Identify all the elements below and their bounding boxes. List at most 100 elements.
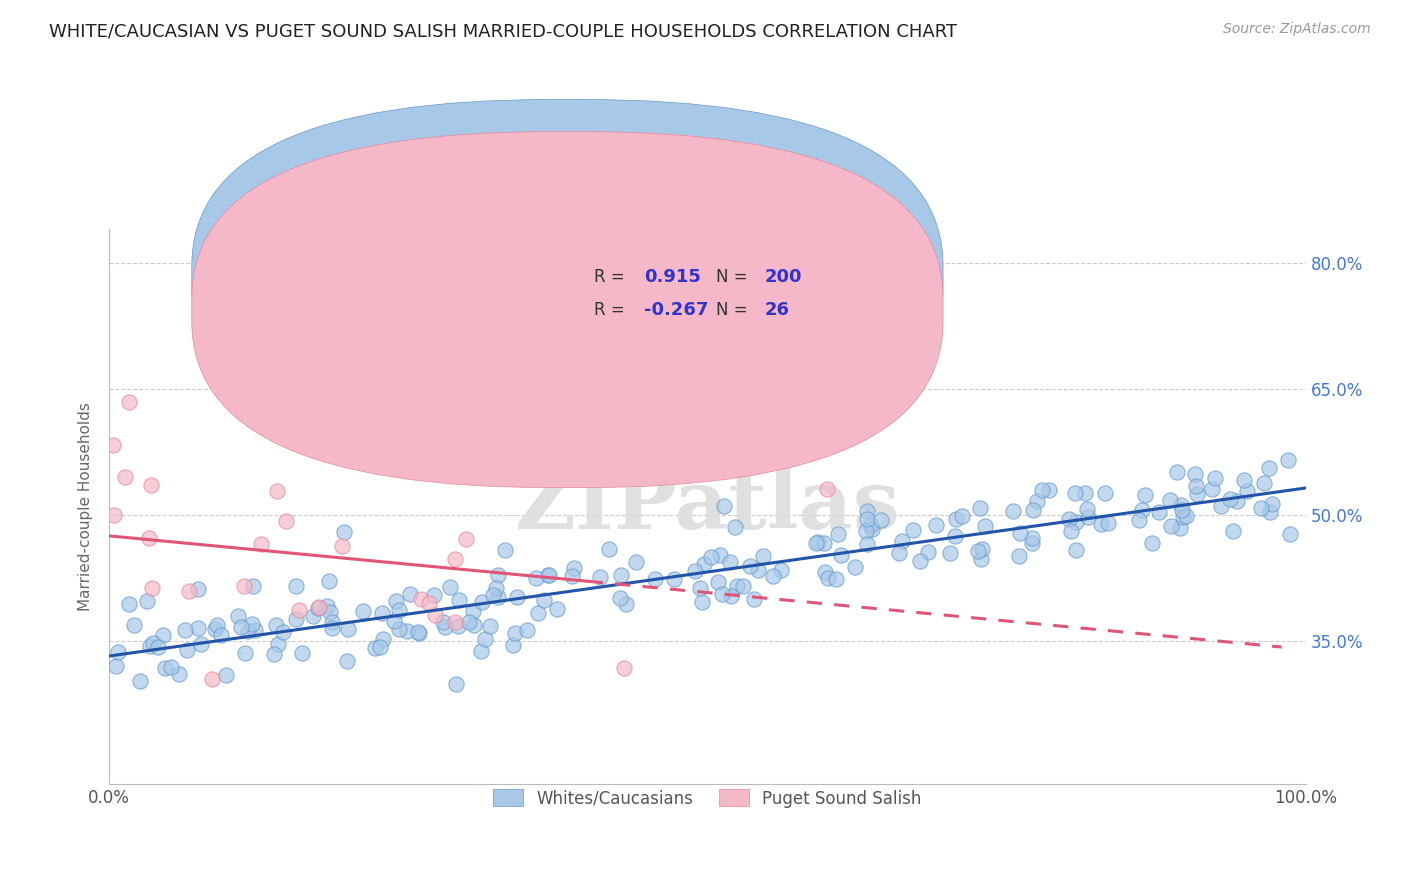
- Point: [1090, 517, 1112, 532]
- Point: [315, 599, 337, 614]
- Point: [267, 637, 290, 651]
- Point: [844, 559, 866, 574]
- Point: [516, 624, 538, 638]
- Point: [533, 592, 555, 607]
- Point: [1064, 542, 1087, 557]
- Point: [201, 673, 224, 687]
- Point: [233, 646, 256, 660]
- Point: [1159, 492, 1181, 507]
- Point: [318, 574, 340, 588]
- Point: [263, 647, 285, 661]
- Point: [598, 541, 620, 556]
- Point: [122, 618, 145, 632]
- Point: [274, 514, 297, 528]
- Point: [454, 532, 477, 546]
- Point: [1057, 512, 1080, 526]
- Point: [744, 592, 766, 607]
- Point: [1253, 475, 1275, 490]
- Point: [458, 615, 481, 629]
- Point: [470, 644, 492, 658]
- Point: [240, 617, 263, 632]
- Point: [662, 573, 685, 587]
- Point: [740, 558, 762, 573]
- Point: [966, 544, 988, 558]
- Point: [139, 639, 162, 653]
- Point: [1038, 483, 1060, 497]
- Point: [446, 619, 468, 633]
- Point: [1059, 524, 1081, 539]
- Point: [352, 604, 374, 618]
- Text: 26: 26: [765, 301, 790, 318]
- Point: [1130, 503, 1153, 517]
- Point: [1008, 549, 1031, 564]
- Point: [104, 659, 127, 673]
- Point: [434, 620, 457, 634]
- Point: [939, 545, 962, 559]
- Point: [245, 624, 267, 638]
- Point: [720, 589, 742, 603]
- Point: [506, 590, 529, 604]
- Point: [1160, 518, 1182, 533]
- Point: [321, 615, 343, 629]
- Point: [1021, 536, 1043, 550]
- FancyBboxPatch shape: [191, 100, 943, 456]
- Point: [330, 540, 353, 554]
- Point: [250, 537, 273, 551]
- Point: [815, 482, 838, 496]
- Point: [336, 654, 359, 668]
- Point: [710, 587, 733, 601]
- Point: [423, 608, 446, 623]
- Point: [908, 554, 931, 568]
- Point: [538, 567, 561, 582]
- Point: [1219, 491, 1241, 506]
- Text: Source: ZipAtlas.com: Source: ZipAtlas.com: [1223, 22, 1371, 37]
- Point: [485, 581, 508, 595]
- Point: [546, 602, 568, 616]
- Point: [159, 660, 181, 674]
- Point: [337, 622, 360, 636]
- Point: [860, 522, 883, 536]
- Point: [207, 617, 229, 632]
- Point: [368, 640, 391, 654]
- Point: [266, 484, 288, 499]
- Point: [974, 519, 997, 533]
- Point: [817, 571, 839, 585]
- Point: [284, 612, 307, 626]
- Point: [709, 548, 731, 562]
- Point: [443, 615, 465, 629]
- Point: [609, 591, 631, 606]
- Point: [179, 584, 201, 599]
- Legend: Whites/Caucasians, Puget Sound Salish: Whites/Caucasians, Puget Sound Salish: [486, 782, 928, 814]
- Text: R =: R =: [593, 268, 624, 286]
- Point: [969, 500, 991, 515]
- Point: [226, 609, 249, 624]
- Text: 200: 200: [765, 268, 803, 286]
- Point: [204, 622, 226, 636]
- Point: [232, 579, 254, 593]
- Point: [1022, 503, 1045, 517]
- Point: [945, 511, 967, 525]
- Point: [613, 661, 636, 675]
- Point: [371, 632, 394, 647]
- Point: [1128, 513, 1150, 527]
- Point: [366, 417, 388, 431]
- Point: [382, 614, 405, 628]
- Text: N =: N =: [716, 268, 748, 286]
- Point: [418, 596, 440, 610]
- Point: [1168, 521, 1191, 535]
- Point: [825, 572, 848, 586]
- Point: [718, 555, 741, 569]
- Point: [1002, 504, 1025, 518]
- Point: [527, 606, 550, 620]
- Y-axis label: Married-couple Households: Married-couple Households: [79, 402, 93, 611]
- Point: [1021, 531, 1043, 545]
- Point: [444, 552, 467, 566]
- Point: [925, 518, 948, 533]
- Point: [388, 622, 411, 636]
- Point: [524, 571, 547, 585]
- Point: [762, 569, 785, 583]
- Point: [408, 626, 430, 640]
- Point: [332, 525, 354, 540]
- Point: [1077, 510, 1099, 524]
- Point: [769, 563, 792, 577]
